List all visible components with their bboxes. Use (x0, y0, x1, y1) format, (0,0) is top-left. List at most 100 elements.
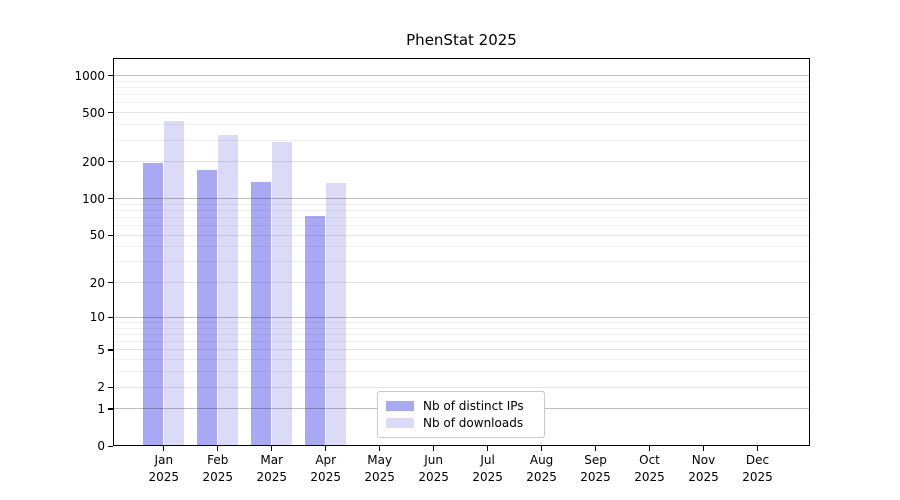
legend-swatch-downloads (386, 418, 414, 428)
gridline-minor (113, 359, 810, 361)
legend-label-downloads: Nb of downloads (423, 416, 524, 430)
gridline (113, 282, 810, 284)
y-tick-label: 500 (82, 105, 105, 120)
y-tick-label: 1 (97, 401, 105, 416)
x-tick-label-nov: Nov 2025 (674, 452, 734, 486)
x-tick-mark (649, 446, 651, 451)
gridline-minor (113, 225, 810, 227)
gridline-minor (113, 216, 810, 218)
x-tick-mark (271, 446, 273, 451)
gridline (113, 316, 810, 318)
y-tick-mark (108, 75, 113, 77)
x-tick-year: 2025 (472, 470, 503, 484)
gridline (113, 198, 810, 200)
x-tick-year: 2025 (418, 470, 449, 484)
y-tick-mark (108, 386, 113, 388)
bar-downloads-mar (272, 142, 293, 446)
chart-title: PhenStat 2025 (406, 31, 517, 49)
x-tick-label-aug: Aug 2025 (512, 452, 572, 486)
gridline-minor (113, 102, 810, 104)
x-tick-year: 2025 (310, 470, 341, 484)
gridline-minor (113, 261, 810, 263)
y-tick-label: 20 (89, 275, 105, 290)
gridline-minor (113, 80, 810, 82)
y-tick-mark (108, 408, 113, 410)
y-tick-label: 100 (82, 191, 105, 206)
x-tick-label-jun: Jun 2025 (404, 452, 464, 486)
gridline (113, 234, 810, 236)
x-tick-year: 2025 (256, 470, 287, 484)
legend-item-distinct-ips: Nb of distinct IPs (386, 399, 544, 413)
gridline-minor (113, 209, 810, 211)
y-tick-mark (108, 316, 113, 319)
bar-downloads-feb (218, 134, 239, 446)
x-tick-mark (756, 446, 759, 451)
y-tick-mark (108, 282, 113, 284)
x-tick-year: 2025 (148, 470, 180, 484)
y-tick-mark (108, 161, 113, 163)
x-tick-year: 2025 (364, 470, 395, 484)
x-tick-mark (433, 446, 435, 451)
x-tick-label-sep: Sep 2025 (566, 452, 626, 486)
x-tick-year: 2025 (634, 470, 665, 484)
x-tick-year: 2025 (688, 470, 719, 484)
x-tick-label-may: May 2025 (350, 452, 410, 486)
x-tick-label-apr: Apr 2025 (296, 452, 356, 486)
x-tick-mark (379, 446, 381, 451)
x-tick-label-feb: Feb 2025 (188, 452, 248, 486)
gridline-minor (113, 124, 810, 126)
x-tick-year: 2025 (202, 470, 234, 484)
gridline (113, 386, 810, 388)
x-tick-mark (541, 446, 543, 451)
y-tick-label: 5 (97, 342, 105, 357)
x-tick-label-mar: Mar 2025 (242, 452, 302, 486)
gridline-minor (113, 371, 810, 373)
bar-distinct-ips-feb (197, 169, 218, 446)
bar-distinct-ips-jan (143, 162, 164, 446)
legend-label-distinct-ips: Nb of distinct IPs (423, 399, 524, 413)
x-tick-year: 2025 (580, 470, 611, 484)
x-tick-mark (217, 446, 219, 451)
y-tick-mark (108, 112, 113, 114)
x-tick-mark (487, 446, 489, 451)
gridline-minor (113, 334, 810, 336)
y-tick-label: 1000 (74, 68, 105, 83)
y-tick-label: 200 (82, 154, 105, 169)
legend-item-downloads: Nb of downloads (386, 416, 544, 430)
y-tick-label: 50 (89, 228, 105, 243)
legend: Nb of distinct IPs Nb of downloads (377, 391, 545, 438)
gridline-minor (113, 94, 810, 96)
gridline-minor (113, 87, 810, 89)
y-tick-mark (108, 445, 113, 447)
y-tick-label: 10 (89, 310, 105, 325)
legend-swatch-distinct-ips (386, 401, 414, 411)
gridline (113, 112, 810, 114)
gridline-minor (113, 341, 810, 343)
bar-downloads-apr (326, 183, 347, 446)
plot-area (113, 58, 810, 446)
x-tick-mark (595, 446, 597, 451)
bar-distinct-ips-apr (305, 216, 326, 446)
bar-downloads-jan (164, 120, 185, 446)
gridline-minor (113, 322, 810, 324)
gridline (113, 75, 810, 77)
y-tick-mark (108, 198, 113, 200)
y-tick-label: 0 (97, 439, 105, 453)
x-tick-mark (703, 446, 705, 451)
x-tick-label-jul: Jul 2025 (458, 452, 518, 486)
gridline (113, 349, 810, 351)
x-tick-year: 2025 (526, 470, 557, 484)
x-tick-mark (325, 446, 327, 451)
x-tick-label-jan: Jan 2025 (134, 452, 194, 486)
gridline-minor (113, 327, 810, 329)
bar-distinct-ips-mar (251, 181, 272, 446)
gridline-minor (113, 203, 810, 205)
x-tick-label-oct: Oct 2025 (620, 452, 680, 486)
gridline (113, 161, 810, 163)
x-tick-label-dec: Dec 2025 (727, 452, 787, 486)
gridline-minor (113, 139, 810, 141)
y-tick-mark (108, 349, 113, 351)
y-tick-mark (108, 234, 113, 236)
gridline-minor (113, 246, 810, 248)
